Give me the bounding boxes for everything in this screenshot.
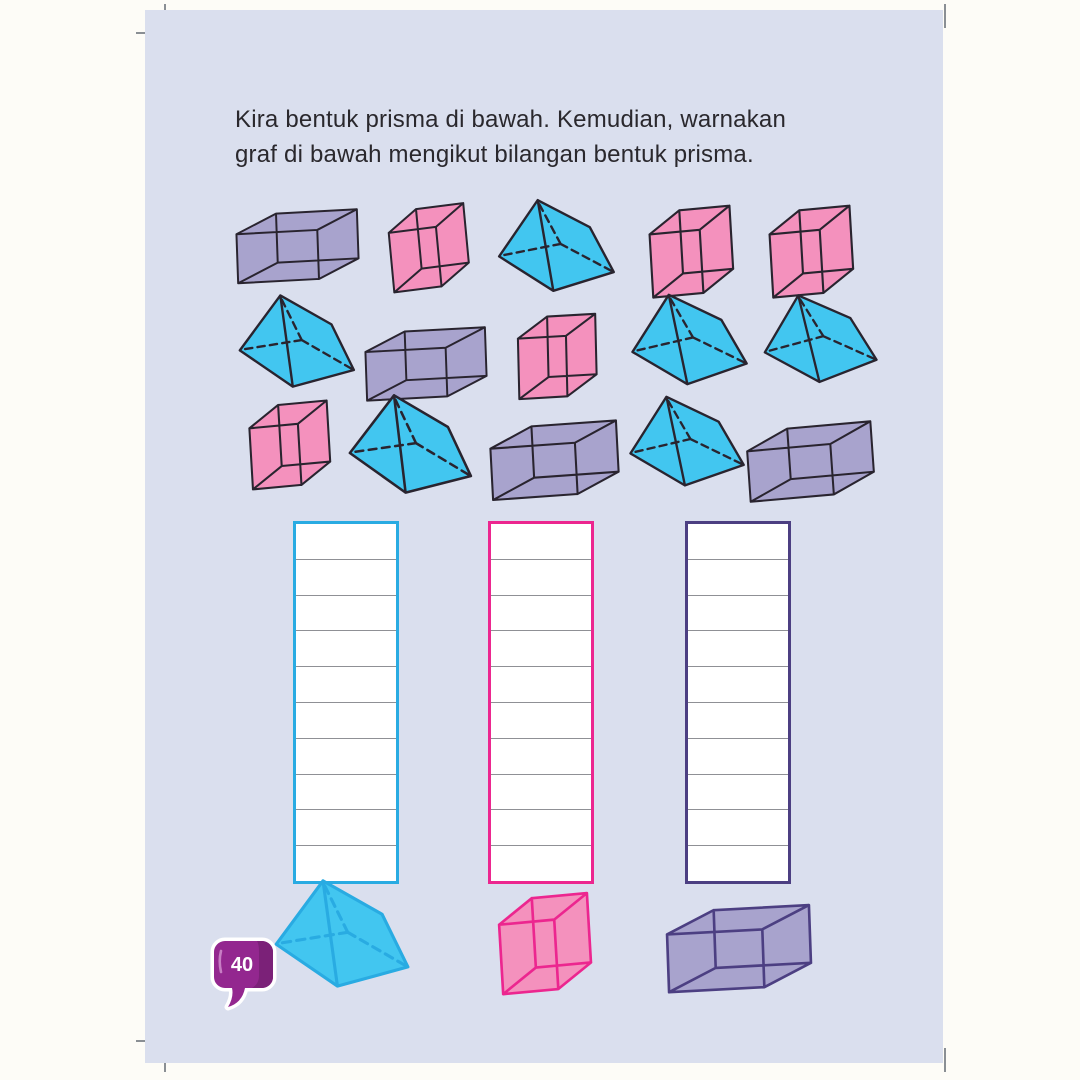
graph-column-cuboid [685,521,791,884]
graph-cell[interactable] [688,631,788,668]
graph-cell[interactable] [491,667,591,703]
graph-cell[interactable] [491,631,591,668]
shape-cube [764,201,855,301]
shape-triangular-prism [625,391,749,493]
graph-cell[interactable] [688,775,788,811]
worksheet-page: Kira bentuk prisma di bawah. Kemudian, w… [145,10,943,1063]
page-number-badge: 40 [209,936,279,1012]
shape-cube [382,199,471,297]
graph-cell[interactable] [491,810,591,847]
page-number: 40 [231,954,253,976]
graph-cell[interactable] [296,631,396,668]
graph-cell[interactable] [296,810,396,847]
graph-cell[interactable] [688,596,788,632]
graph-cell[interactable] [688,846,788,881]
shape-cube [510,307,600,406]
column-label-cube [493,888,593,998]
graph-cell[interactable] [491,775,591,811]
graph-column-triangular-prism [293,521,399,884]
crop-mark [944,1048,946,1072]
graph-cell[interactable] [491,596,591,632]
graph-cell[interactable] [688,667,788,703]
shape-triangular-prism [235,291,361,394]
graph-cell[interactable] [296,596,396,632]
shape-cuboid [362,323,490,404]
shape-cube [244,396,332,493]
shape-triangular-prism [758,287,883,391]
graph-cell[interactable] [296,667,396,703]
graph-cell[interactable] [296,524,396,560]
graph-cell[interactable] [688,524,788,560]
shape-triangular-prism [627,289,752,391]
shape-cuboid [233,205,362,287]
graph-cell[interactable] [688,703,788,739]
graph-cell[interactable] [296,846,396,881]
graph-cell[interactable] [296,775,396,811]
graph-cell[interactable] [688,739,788,775]
shape-triangular-prism [496,197,619,296]
crop-mark [944,4,946,28]
shape-cube [644,201,735,301]
graph-cell[interactable] [296,703,396,739]
instruction-line-1: Kira bentuk prisma di bawah. Kemudian, w… [235,106,787,133]
graph-cell[interactable] [296,739,396,775]
column-label-cuboid [663,900,815,996]
instruction-text: Kira bentuk prisma di bawah. Kemudian, w… [235,102,855,172]
graph-cell[interactable] [688,560,788,596]
graph-column-cube [488,521,594,884]
column-label-triangular-prism [271,876,417,995]
graph-cell[interactable] [491,846,591,881]
shape-triangular-prism [344,390,480,502]
shape-cuboid [743,417,879,506]
graph-cell[interactable] [491,560,591,596]
graph-cell[interactable] [491,703,591,739]
shape-cuboid [486,416,622,504]
graph-cell[interactable] [491,524,591,560]
graph-cell[interactable] [296,560,396,596]
graph-cell[interactable] [491,739,591,775]
graph-cell[interactable] [688,810,788,847]
instruction-line-2: graf di bawah mengikut bilangan bentuk p… [235,141,754,168]
